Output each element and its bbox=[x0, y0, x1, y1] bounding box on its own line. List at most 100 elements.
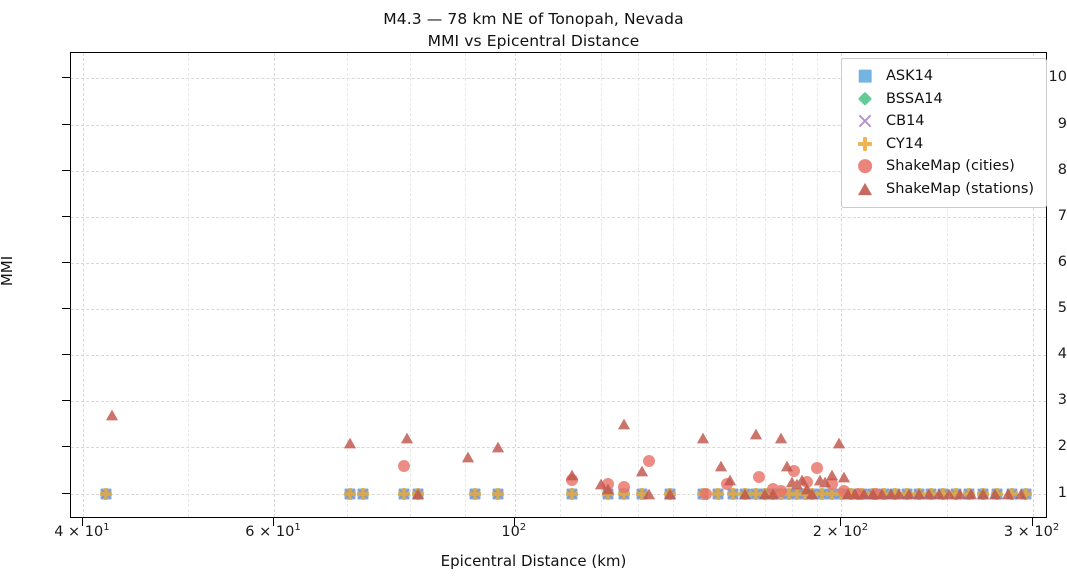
marker-triangle bbox=[875, 488, 889, 500]
x-tick-label: 3 × 102 bbox=[1003, 522, 1060, 540]
x-tick-mark bbox=[81, 518, 83, 526]
y-tick-mark bbox=[62, 215, 70, 217]
y-tick-mark bbox=[62, 77, 70, 79]
marker-triangle bbox=[724, 474, 737, 486]
legend-swatch-circle bbox=[850, 156, 880, 176]
marker-triangle bbox=[942, 488, 955, 500]
legend-swatch-x bbox=[850, 111, 880, 131]
gridline-vertical-minor bbox=[465, 53, 467, 517]
y-tick-label: 7 bbox=[1057, 207, 1067, 224]
marker-triangle bbox=[491, 442, 505, 454]
gridline-vertical-minor bbox=[946, 53, 948, 517]
gridline-horizontal bbox=[71, 447, 1046, 449]
y-tick-label: 9 bbox=[1057, 115, 1067, 132]
gridline-vertical-minor bbox=[600, 53, 602, 517]
gridline-vertical-minor bbox=[817, 53, 819, 517]
marker-triangle bbox=[766, 488, 780, 500]
y-tick-label: 8 bbox=[1057, 161, 1067, 178]
legend-label: ShakeMap (cities) bbox=[886, 158, 1015, 175]
marker-triangle bbox=[594, 479, 607, 491]
x-tick-mark bbox=[273, 518, 275, 526]
y-tick-mark bbox=[62, 400, 70, 402]
gridlines bbox=[71, 53, 1046, 517]
legend-label: ASK14 bbox=[886, 68, 934, 85]
marker-triangle bbox=[780, 460, 793, 472]
x-tick-label: 4 × 101 bbox=[54, 522, 110, 540]
legend-swatch-square bbox=[850, 66, 880, 86]
marker-triangle bbox=[715, 460, 728, 472]
gridline-vertical bbox=[274, 53, 276, 517]
marker-triangle bbox=[837, 472, 850, 484]
marker-x bbox=[858, 114, 872, 128]
marker-triangle bbox=[849, 488, 862, 500]
marker-triangle bbox=[643, 488, 656, 500]
y-tick-mark bbox=[62, 492, 70, 494]
legend-swatch-plus bbox=[850, 134, 880, 154]
gridline-horizontal bbox=[71, 124, 1046, 126]
legend-swatch-diamond bbox=[850, 89, 880, 109]
gridline-vertical-minor bbox=[705, 53, 707, 517]
legend-item-shakemap-cities[interactable]: ShakeMap (cities) bbox=[850, 155, 1038, 178]
legend-item-bssa14[interactable]: BSSA14 bbox=[850, 88, 1038, 111]
marker-triangle bbox=[976, 488, 989, 500]
marker-triangle bbox=[790, 479, 804, 491]
marker-triangle bbox=[775, 432, 788, 445]
y-tick-label: 5 bbox=[1057, 300, 1067, 317]
y-axis-label: MMI bbox=[0, 255, 17, 287]
gridline-vertical-minor bbox=[736, 53, 738, 517]
marker-triangle bbox=[1015, 488, 1028, 500]
gridline-vertical-minor bbox=[559, 53, 561, 517]
gridline-horizontal bbox=[71, 216, 1046, 218]
x-tick-mark bbox=[840, 518, 842, 526]
marker-triangle bbox=[785, 476, 798, 488]
gridline-horizontal bbox=[71, 78, 1046, 80]
marker-circle bbox=[858, 159, 872, 174]
marker-triangle bbox=[867, 488, 880, 500]
marker-triangle bbox=[617, 419, 630, 431]
x-tick-label: 2 × 102 bbox=[812, 522, 869, 540]
legend-label: ShakeMap (stations) bbox=[886, 180, 1035, 197]
marker-square bbox=[858, 69, 872, 83]
legend-item-cy14[interactable]: CY14 bbox=[850, 133, 1038, 156]
gridline-vertical-minor bbox=[346, 53, 348, 517]
marker-triangle bbox=[923, 488, 936, 500]
gridline-horizontal bbox=[71, 493, 1046, 495]
marker-triangle bbox=[813, 474, 826, 486]
legend-item-cb14[interactable]: CB14 bbox=[850, 110, 1038, 133]
marker-triangle bbox=[461, 451, 474, 463]
legend-item-shakemap-stations[interactable]: ShakeMap (stations) bbox=[850, 178, 1038, 201]
y-tick-label: 6 bbox=[1057, 253, 1067, 270]
marker-triangle bbox=[758, 488, 771, 500]
marker-triangle bbox=[806, 488, 819, 500]
y-tick-label: 10 bbox=[1048, 69, 1067, 86]
marker-triangle bbox=[602, 483, 615, 495]
marker-triangle bbox=[566, 469, 579, 481]
gridline-vertical-minor bbox=[638, 53, 640, 517]
marker-triangle bbox=[964, 488, 977, 500]
marker-triangle bbox=[932, 488, 946, 500]
chart-title: M4.3 — 78 km NE of Tonopah, Nevada bbox=[383, 10, 684, 28]
marker-triangle bbox=[796, 474, 809, 486]
marker-triangle bbox=[750, 428, 763, 440]
legend-item-ask14[interactable]: ASK14 bbox=[850, 65, 1038, 88]
gridline-vertical-minor bbox=[409, 53, 411, 517]
legend: ASK14 BSSA14 CB14 CY14 ShakeMap (cities) Shak… bbox=[841, 58, 1047, 208]
x-tick-mark bbox=[1031, 518, 1033, 526]
gridline-vertical-minor bbox=[791, 53, 793, 517]
y-tick-mark bbox=[62, 308, 70, 310]
y-tick-label: 4 bbox=[1057, 346, 1067, 363]
marker-triangle bbox=[903, 488, 916, 500]
legend-label: BSSA14 bbox=[886, 90, 943, 107]
gridline-vertical-minor bbox=[188, 53, 190, 517]
marker-triangle bbox=[1002, 488, 1015, 500]
marker-plus bbox=[858, 136, 872, 151]
marker-triangle bbox=[412, 488, 425, 500]
y-tick-label: 1 bbox=[1057, 484, 1067, 501]
marker-diamond bbox=[857, 91, 873, 107]
legend-label: CB14 bbox=[886, 113, 925, 130]
gridline-vertical-minor bbox=[764, 53, 766, 517]
marker-triangle bbox=[825, 469, 839, 481]
marker-triangle bbox=[858, 488, 871, 500]
marker-triangle bbox=[801, 483, 814, 495]
